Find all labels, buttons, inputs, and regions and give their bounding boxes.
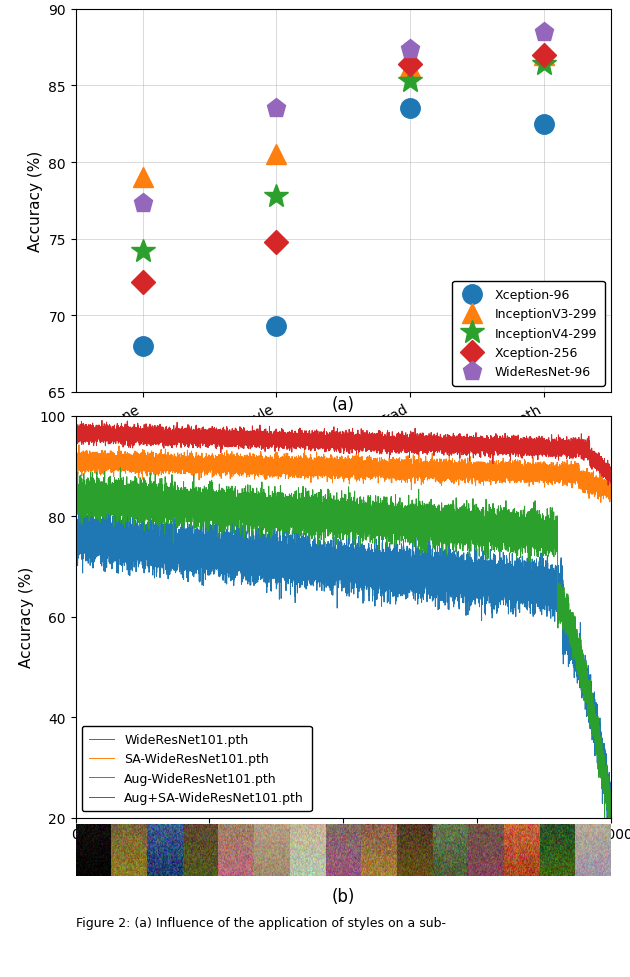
WideResNet-96 bbox=[273, 104, 280, 115]
Line: Xception-96: Xception-96 bbox=[133, 100, 554, 357]
SA-WideResNet101.pth bbox=[75, 440, 83, 451]
Aug-WideResNet101.pth bbox=[607, 812, 615, 824]
Aug+SA-WideResNet101.pth bbox=[416, 438, 423, 449]
Aug-WideResNet101.pth bbox=[325, 518, 333, 530]
Xception-256 bbox=[406, 59, 414, 70]
Line: Aug-WideResNet101.pth: Aug-WideResNet101.pth bbox=[76, 468, 611, 837]
WideResNet101.pth bbox=[416, 564, 423, 575]
WideResNet101.pth bbox=[205, 528, 213, 539]
InceptionV4-299 bbox=[139, 246, 146, 258]
Legend: WideResNet101.pth, SA-WideResNet101.pth, Aug-WideResNet101.pth, Aug+SA-WideResNe: WideResNet101.pth, SA-WideResNet101.pth,… bbox=[82, 726, 312, 812]
Aug-WideResNet101.pth bbox=[117, 462, 124, 474]
Y-axis label: Accuracy (%): Accuracy (%) bbox=[28, 150, 43, 252]
Line: Aug+SA-WideResNet101.pth: Aug+SA-WideResNet101.pth bbox=[76, 421, 611, 486]
Aug-WideResNet101.pth bbox=[455, 522, 463, 533]
Aug-WideResNet101.pth bbox=[573, 639, 580, 651]
Line: Xception-256: Xception-256 bbox=[134, 47, 553, 290]
Line: WideResNet101.pth: WideResNet101.pth bbox=[76, 495, 611, 834]
Xception-96 bbox=[541, 119, 548, 131]
Aug+SA-WideResNet101.pth bbox=[607, 475, 615, 487]
InceptionV3-299 bbox=[406, 63, 414, 74]
Xception-96 bbox=[406, 104, 414, 115]
SA-WideResNet101.pth bbox=[597, 497, 605, 509]
InceptionV3-299 bbox=[139, 172, 146, 184]
Text: Figure 2: (a) Influence of the application of styles on a sub-: Figure 2: (a) Influence of the applicati… bbox=[76, 916, 445, 929]
WideResNet101.pth bbox=[72, 526, 79, 537]
Aug+SA-WideResNet101.pth bbox=[604, 480, 612, 491]
WideResNet101.pth bbox=[607, 820, 615, 831]
WideResNet101.pth bbox=[573, 659, 580, 671]
Aug+SA-WideResNet101.pth bbox=[573, 447, 580, 459]
Y-axis label: Accuracy (%): Accuracy (%) bbox=[19, 567, 34, 667]
WideResNet-96 bbox=[406, 44, 414, 56]
SA-WideResNet101.pth bbox=[416, 462, 423, 474]
InceptionV3-299 bbox=[541, 50, 548, 62]
Line: InceptionV4-299: InceptionV4-299 bbox=[130, 53, 557, 264]
Aug-WideResNet101.pth bbox=[607, 831, 615, 843]
Aug-WideResNet101.pth bbox=[72, 495, 79, 507]
WideResNet-96 bbox=[541, 27, 548, 39]
InceptionV4-299 bbox=[273, 191, 280, 202]
Xception-256 bbox=[273, 236, 280, 248]
X-axis label: Style: Style bbox=[324, 847, 363, 862]
InceptionV3-299 bbox=[273, 149, 280, 161]
Aug+SA-WideResNet101.pth bbox=[205, 431, 213, 443]
Aug-WideResNet101.pth bbox=[416, 525, 423, 536]
Aug+SA-WideResNet101.pth bbox=[325, 430, 333, 442]
Line: InceptionV3-299: InceptionV3-299 bbox=[133, 46, 554, 188]
SA-WideResNet101.pth bbox=[607, 485, 615, 496]
WideResNet101.pth bbox=[455, 577, 463, 589]
InceptionV4-299 bbox=[406, 76, 414, 88]
Aug+SA-WideResNet101.pth bbox=[98, 415, 106, 427]
Xception-256 bbox=[139, 276, 146, 288]
Aug-WideResNet101.pth bbox=[205, 503, 213, 515]
WideResNet101.pth bbox=[396, 551, 403, 563]
SA-WideResNet101.pth bbox=[325, 460, 333, 472]
Aug-WideResNet101.pth bbox=[396, 512, 403, 524]
Xception-256 bbox=[541, 50, 548, 62]
Legend: Xception-96, InceptionV3-299, InceptionV4-299, Xception-256, WideResNet-96: Xception-96, InceptionV3-299, InceptionV… bbox=[452, 281, 605, 386]
Xception-96 bbox=[139, 341, 146, 353]
Line: SA-WideResNet101.pth: SA-WideResNet101.pth bbox=[76, 446, 611, 503]
Xception-96 bbox=[273, 320, 280, 332]
WideResNet101.pth bbox=[606, 828, 614, 840]
SA-WideResNet101.pth bbox=[573, 468, 580, 480]
InceptionV4-299 bbox=[541, 59, 548, 70]
SA-WideResNet101.pth bbox=[72, 454, 79, 466]
SA-WideResNet101.pth bbox=[455, 463, 463, 475]
Aug+SA-WideResNet101.pth bbox=[455, 445, 463, 456]
SA-WideResNet101.pth bbox=[205, 453, 213, 465]
WideResNet101.pth bbox=[77, 489, 85, 501]
Aug+SA-WideResNet101.pth bbox=[396, 439, 403, 450]
WideResNet-96 bbox=[139, 198, 146, 210]
Aug+SA-WideResNet101.pth bbox=[72, 428, 79, 440]
Line: WideResNet-96: WideResNet-96 bbox=[133, 23, 554, 214]
WideResNet101.pth bbox=[325, 554, 333, 566]
Text: (a): (a) bbox=[332, 396, 355, 413]
SA-WideResNet101.pth bbox=[396, 462, 403, 474]
Text: (b): (b) bbox=[331, 887, 355, 905]
